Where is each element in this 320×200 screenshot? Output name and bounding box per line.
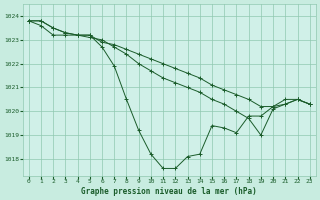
X-axis label: Graphe pression niveau de la mer (hPa): Graphe pression niveau de la mer (hPa) bbox=[81, 187, 257, 196]
